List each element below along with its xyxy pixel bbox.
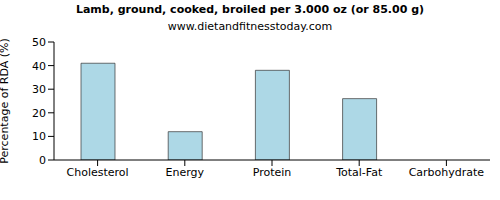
svg-text:Carbohydrate: Carbohydrate	[409, 166, 485, 179]
svg-text:Percentage of RDA (%): Percentage of RDA (%)	[8, 38, 11, 163]
svg-text:20: 20	[32, 107, 46, 120]
html-text:www.dietandfitnesstoday.com: www.dietandfitnesstoday.com	[167, 20, 333, 33]
svg-text:Energy: Energy	[166, 166, 205, 179]
html-text:Lamb, ground, cooked, broiled: Lamb, ground, cooked, broiled per 3.000 …	[75, 3, 424, 16]
svg-text:30: 30	[32, 83, 46, 96]
svg-text:Total-Fat: Total-Fat	[335, 166, 383, 179]
svg-text:0: 0	[39, 154, 46, 167]
svg-text:Cholesterol: Cholesterol	[67, 166, 129, 179]
svg-text:Protein: Protein	[253, 166, 292, 179]
svg-text:40: 40	[32, 60, 46, 73]
svg-text:50: 50	[32, 36, 46, 49]
svg-text:10: 10	[32, 130, 46, 143]
